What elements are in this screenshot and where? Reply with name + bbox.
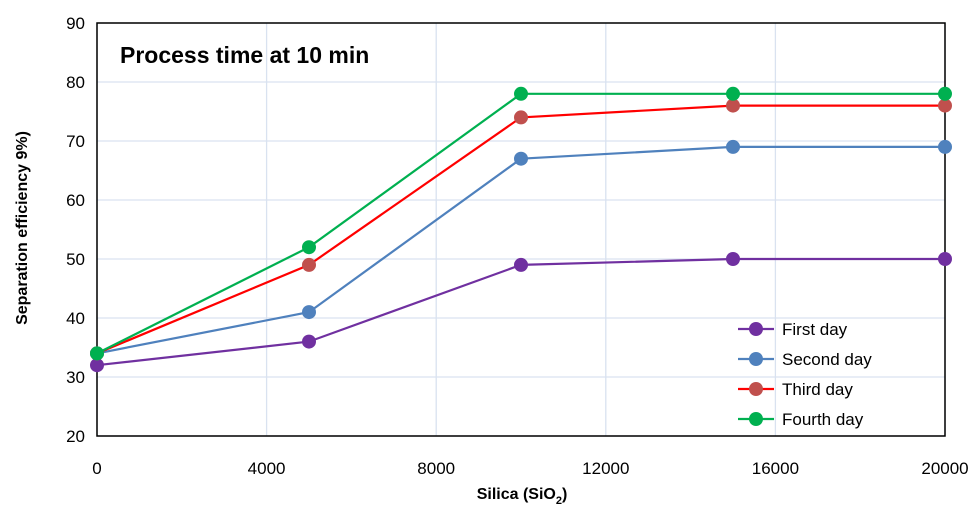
series-first-day <box>90 252 952 373</box>
data-point <box>302 257 316 272</box>
legend-label: Third day <box>782 380 853 399</box>
data-point <box>514 86 528 101</box>
legend-marker-swatch <box>749 382 763 396</box>
legend-label: First day <box>782 320 848 339</box>
y-tick-label: 90 <box>66 14 85 33</box>
legend-item: Third day <box>738 380 853 399</box>
x-axis-title-subscript: 2 <box>556 495 562 507</box>
series-fourth-day <box>90 86 952 361</box>
data-point <box>938 252 952 266</box>
data-point <box>938 98 952 113</box>
y-tick-label: 30 <box>66 368 85 387</box>
legend-label: Fourth day <box>782 410 864 429</box>
series-layer <box>90 86 952 373</box>
legend-label: Second day <box>782 350 872 369</box>
data-point <box>302 240 316 255</box>
data-point <box>938 86 952 101</box>
legend-marker-swatch <box>749 322 763 336</box>
plot-area-border <box>96 22 946 437</box>
x-tick-label: 16000 <box>752 459 799 478</box>
data-point <box>514 151 528 166</box>
x-tick-label: 8000 <box>417 459 455 478</box>
x-tick-label: 4000 <box>248 459 286 478</box>
data-point <box>90 346 104 361</box>
legend: First day Second day Third day Fourth day <box>738 320 872 429</box>
data-point <box>726 139 740 154</box>
y-axis-ticks: 20 30 40 50 60 70 80 90 <box>66 14 85 446</box>
y-tick-label: 80 <box>66 73 85 92</box>
data-point <box>302 305 316 320</box>
data-point <box>302 334 316 349</box>
x-axis-title-main: Silica (SiO <box>477 486 556 503</box>
y-tick-label: 70 <box>66 132 85 151</box>
x-axis-title-end: ) <box>562 486 567 503</box>
data-point <box>514 110 528 125</box>
legend-item: Fourth day <box>738 410 864 429</box>
y-tick-label: 50 <box>66 250 85 269</box>
legend-marker-swatch <box>749 352 763 366</box>
data-point <box>938 139 952 154</box>
series-line <box>96 92 945 355</box>
y-axis-title: Separation efficiency 9%) <box>14 131 31 325</box>
data-point <box>726 86 740 101</box>
legend-item: Second day <box>738 350 872 369</box>
chart-title: Process time at 10 min <box>120 42 369 68</box>
x-axis-title: Silica (SiO2) <box>477 486 568 507</box>
x-tick-label: 12000 <box>582 459 629 478</box>
x-tick-label: 0 <box>92 459 101 478</box>
y-tick-label: 40 <box>66 309 85 328</box>
data-point <box>514 257 528 272</box>
legend-marker-swatch <box>749 412 763 426</box>
series-line <box>96 104 945 355</box>
y-tick-label: 20 <box>66 427 85 446</box>
x-axis-ticks: 0 4000 8000 12000 16000 20000 <box>92 459 968 478</box>
data-point <box>726 98 740 113</box>
grid-lines <box>96 22 946 437</box>
data-point <box>90 358 104 373</box>
legend-item: First day <box>738 320 848 339</box>
y-tick-label: 60 <box>66 191 85 210</box>
data-point <box>726 252 740 266</box>
series-third-day <box>90 98 952 361</box>
x-tick-label: 20000 <box>921 459 968 478</box>
